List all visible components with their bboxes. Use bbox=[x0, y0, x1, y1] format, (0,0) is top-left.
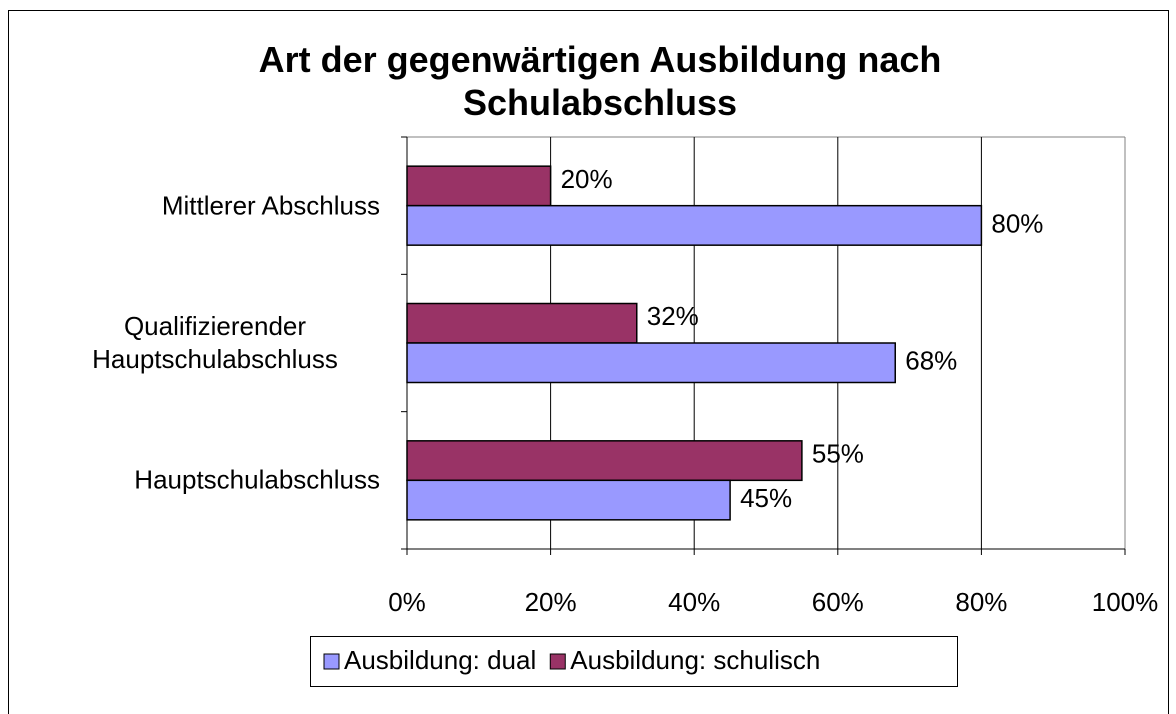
legend-swatch bbox=[323, 653, 340, 670]
bar bbox=[406, 342, 896, 384]
x-tick-label: 100% bbox=[1092, 587, 1159, 617]
y-tick-label: Hauptschulabschluss bbox=[134, 464, 380, 495]
legend-box bbox=[310, 636, 958, 687]
bar bbox=[406, 302, 638, 344]
legend-label: Ausbildung: schulisch bbox=[570, 645, 820, 675]
data-label: 20% bbox=[561, 164, 613, 194]
y-tick-label: Mittlerer Abschluss bbox=[161, 190, 380, 221]
y-tick-label: Qualifizierender Hauptschulabschluss bbox=[92, 311, 338, 374]
bar bbox=[406, 479, 731, 521]
data-label: 55% bbox=[812, 438, 864, 468]
x-tick-label: 0% bbox=[388, 587, 426, 617]
chart-title: Art der gegenwärtigen Ausbildung nach Sc… bbox=[258, 39, 942, 123]
bar bbox=[406, 204, 983, 246]
data-label: 68% bbox=[905, 346, 957, 376]
x-tick-label: 60% bbox=[812, 587, 864, 617]
x-tick-label: 20% bbox=[525, 587, 577, 617]
bar bbox=[406, 165, 552, 207]
title-box: Art der gegenwärtigen Ausbildung nach Sc… bbox=[258, 39, 942, 123]
data-label: 45% bbox=[740, 483, 792, 513]
data-label: 32% bbox=[647, 301, 699, 331]
legend-swatch bbox=[549, 653, 566, 670]
y-tick-label-box: Qualifizierender Hauptschulabschluss bbox=[50, 310, 380, 376]
x-tick-label: 40% bbox=[668, 587, 720, 617]
x-tick-label: 80% bbox=[955, 587, 1007, 617]
y-tick-label-box: Mittlerer Abschluss bbox=[50, 189, 380, 222]
y-tick-label-box: Hauptschulabschluss bbox=[50, 464, 380, 497]
data-label: 80% bbox=[991, 208, 1043, 238]
bar bbox=[406, 440, 803, 482]
legend-label: Ausbildung: dual bbox=[344, 645, 536, 675]
